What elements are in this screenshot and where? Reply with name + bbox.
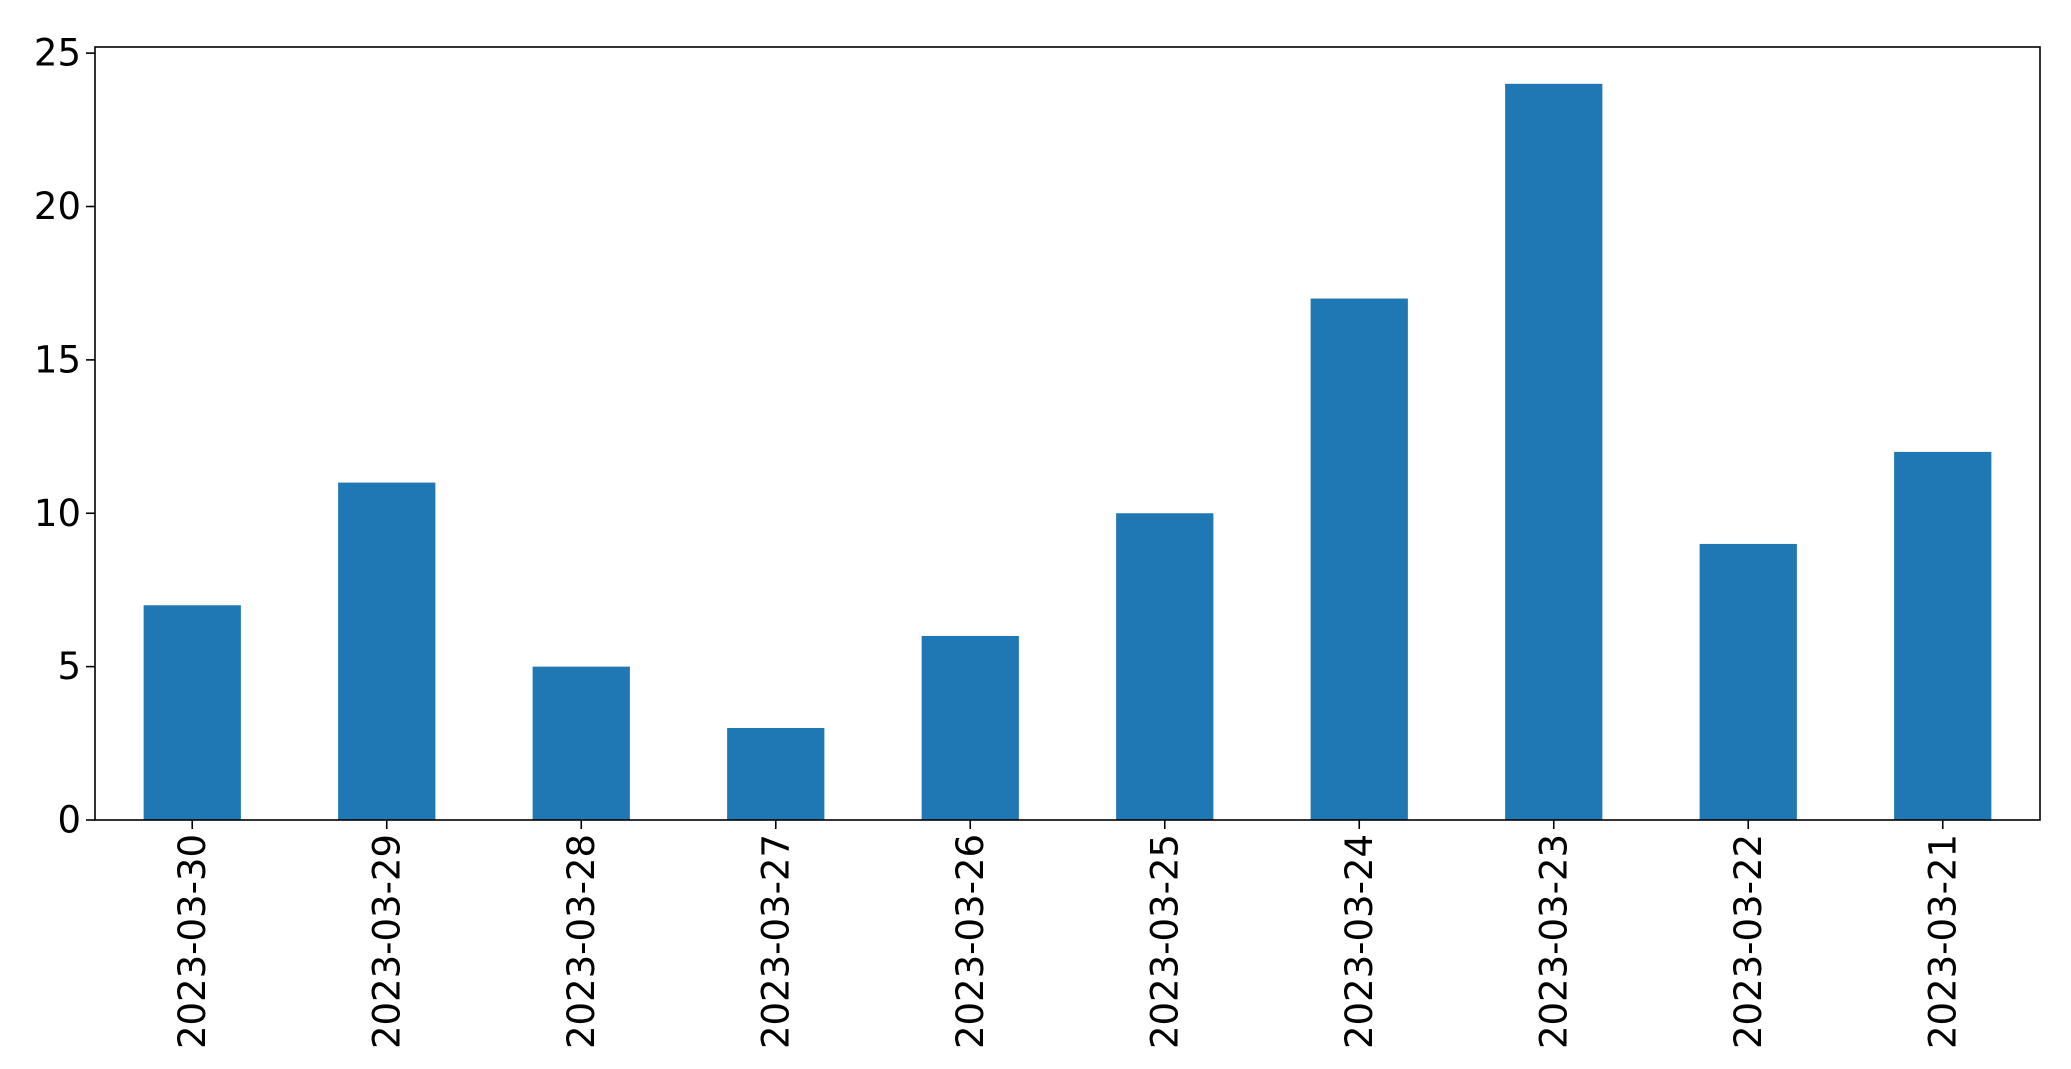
bar-2023-03-24 bbox=[1310, 298, 1408, 820]
x-tick-label: 2023-03-27 bbox=[754, 834, 797, 1049]
bar-2023-03-21 bbox=[1894, 451, 1992, 820]
x-tick-label: 2023-03-22 bbox=[1727, 834, 1770, 1049]
x-tick-label: 2023-03-29 bbox=[365, 834, 408, 1049]
bar-2023-03-22 bbox=[1699, 543, 1797, 820]
bar-2023-03-26 bbox=[921, 635, 1019, 820]
x-tick-label: 2023-03-30 bbox=[171, 834, 214, 1049]
bar-2023-03-29 bbox=[338, 482, 436, 820]
plot-frame bbox=[94, 46, 2041, 821]
x-tick-label: 2023-03-21 bbox=[1921, 834, 1964, 1049]
bar-2023-03-23 bbox=[1505, 83, 1603, 821]
bar-2023-03-27 bbox=[727, 727, 825, 820]
y-tick-label: 0 bbox=[57, 799, 81, 842]
x-tick-label: 2023-03-24 bbox=[1338, 834, 1381, 1049]
y-tick-label: 25 bbox=[34, 32, 81, 75]
bar-2023-03-25 bbox=[1116, 513, 1214, 820]
y-tick-label: 5 bbox=[57, 645, 81, 688]
x-tick-label: 2023-03-28 bbox=[560, 834, 603, 1049]
y-axis: 0 5 10 15 20 25 bbox=[34, 32, 95, 842]
x-tick-label: 2023-03-25 bbox=[1143, 834, 1186, 1049]
x-tick-label: 2023-03-26 bbox=[949, 834, 992, 1049]
bar-2023-03-30 bbox=[143, 605, 241, 820]
y-tick-label: 10 bbox=[34, 492, 81, 535]
y-tick-label: 15 bbox=[34, 338, 81, 381]
bar-2023-03-28 bbox=[532, 666, 630, 820]
x-tick-label: 2023-03-23 bbox=[1532, 834, 1575, 1049]
y-tick-label: 20 bbox=[34, 185, 81, 228]
bars-group bbox=[143, 83, 1992, 821]
x-axis: 2023-03-30 2023-03-29 2023-03-28 2023-03-27… bbox=[171, 820, 1964, 1049]
